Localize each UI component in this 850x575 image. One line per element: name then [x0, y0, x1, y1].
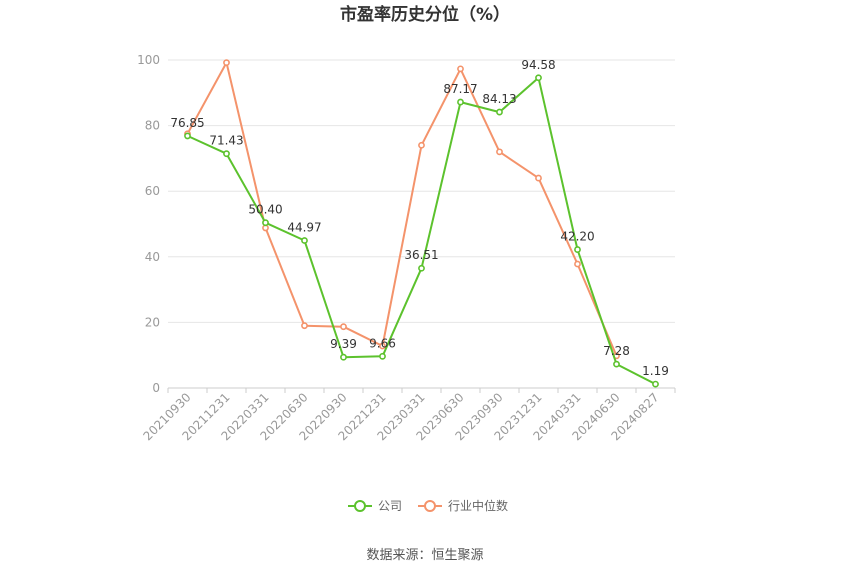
- y-tick-label: 40: [145, 250, 160, 264]
- data-label: 9.66: [369, 336, 396, 350]
- data-point-industry-median: [379, 342, 386, 350]
- data-point-company: [379, 352, 386, 360]
- data-point-company: [223, 150, 230, 158]
- data-point-company: [535, 74, 542, 82]
- data-point-company: [457, 98, 464, 106]
- legend-marker: [354, 500, 366, 512]
- data-point-industry-median: [340, 323, 347, 331]
- data-point-company: [418, 264, 425, 272]
- data-label: 84.13: [482, 92, 516, 106]
- legend-label: 公司: [378, 499, 402, 513]
- series-layer: [184, 59, 659, 388]
- y-tick-label: 100: [137, 53, 160, 67]
- source-note: 数据来源：恒生聚源: [366, 548, 483, 563]
- data-point-industry-median: [457, 65, 464, 73]
- data-point-industry-median: [262, 224, 269, 232]
- data-point-company: [496, 108, 503, 116]
- y-axis: 0 20 40 60 80 100: [137, 53, 160, 395]
- series-line-industry-median: [186, 61, 618, 357]
- data-label: 9.39: [330, 337, 357, 351]
- data-label: 50.40: [248, 203, 282, 217]
- data-point-industry-median: [301, 322, 308, 330]
- data-label: 87.17: [443, 82, 477, 96]
- data-label: 76.85: [170, 116, 204, 130]
- data-label: 44.97: [287, 220, 321, 234]
- data-point-company: [613, 360, 620, 368]
- data-label: 36.51: [404, 248, 438, 262]
- data-point-industry-median: [418, 141, 425, 149]
- data-point-company: [301, 237, 308, 244]
- data-label: 42.20: [560, 230, 594, 244]
- data-label: 94.58: [521, 58, 555, 72]
- data-point-company: [184, 132, 191, 140]
- legend-item-company[interactable]: 公司: [348, 499, 402, 513]
- legend-label: 行业中位数: [448, 498, 508, 513]
- y-tick-label: 60: [145, 184, 160, 198]
- data-point-company: [652, 380, 659, 388]
- x-axis: 2021093020211231202203312022063020220930…: [141, 387, 676, 443]
- chart-title: 市盈率历史分位（%）: [340, 4, 510, 25]
- data-point-industry-median: [535, 174, 542, 182]
- data-label: 71.43: [209, 134, 243, 148]
- data-point-industry-median: [496, 148, 503, 156]
- y-tick-label: 20: [145, 315, 160, 329]
- data-labels: 76.85 71.43 50.40 44.97 9.39 9.66 36.51 87.17 84…: [170, 58, 669, 378]
- y-tick-label: 0: [152, 381, 160, 395]
- data-point-company: [262, 219, 269, 227]
- y-tick-label: 80: [145, 119, 160, 133]
- data-point-company: [340, 353, 347, 361]
- data-point-industry-median: [223, 59, 230, 67]
- data-point-industry-median: [574, 260, 581, 268]
- legend[interactable]: 公司 行业中位数: [348, 498, 508, 513]
- data-point-company: [574, 246, 581, 253]
- grid-lines: [168, 59, 675, 323]
- legend-item-industry-median[interactable]: 行业中位数: [418, 498, 508, 513]
- data-label: 7.28: [603, 344, 630, 358]
- data-label: 1.19: [642, 364, 669, 378]
- legend-marker: [424, 500, 436, 512]
